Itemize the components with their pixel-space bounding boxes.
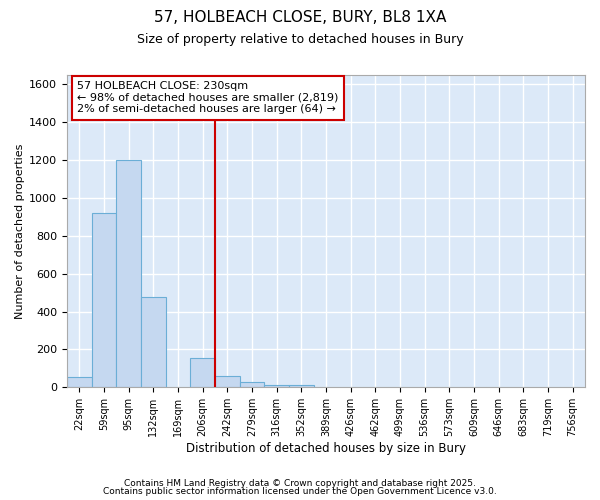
Text: Contains public sector information licensed under the Open Government Licence v3: Contains public sector information licen… bbox=[103, 487, 497, 496]
Text: 57, HOLBEACH CLOSE, BURY, BL8 1XA: 57, HOLBEACH CLOSE, BURY, BL8 1XA bbox=[154, 10, 446, 25]
Text: Size of property relative to detached houses in Bury: Size of property relative to detached ho… bbox=[137, 32, 463, 46]
Bar bbox=[116, 160, 141, 388]
X-axis label: Distribution of detached houses by size in Bury: Distribution of detached houses by size … bbox=[186, 442, 466, 455]
Y-axis label: Number of detached properties: Number of detached properties bbox=[15, 144, 25, 319]
Bar bbox=[215, 376, 239, 388]
Bar bbox=[67, 377, 92, 388]
Bar bbox=[265, 384, 289, 388]
Text: 57 HOLBEACH CLOSE: 230sqm
← 98% of detached houses are smaller (2,819)
2% of sem: 57 HOLBEACH CLOSE: 230sqm ← 98% of detac… bbox=[77, 81, 339, 114]
Bar bbox=[190, 358, 215, 388]
Bar bbox=[92, 213, 116, 388]
Bar bbox=[141, 298, 166, 388]
Bar bbox=[289, 384, 314, 388]
Text: Contains HM Land Registry data © Crown copyright and database right 2025.: Contains HM Land Registry data © Crown c… bbox=[124, 478, 476, 488]
Bar bbox=[239, 382, 265, 388]
